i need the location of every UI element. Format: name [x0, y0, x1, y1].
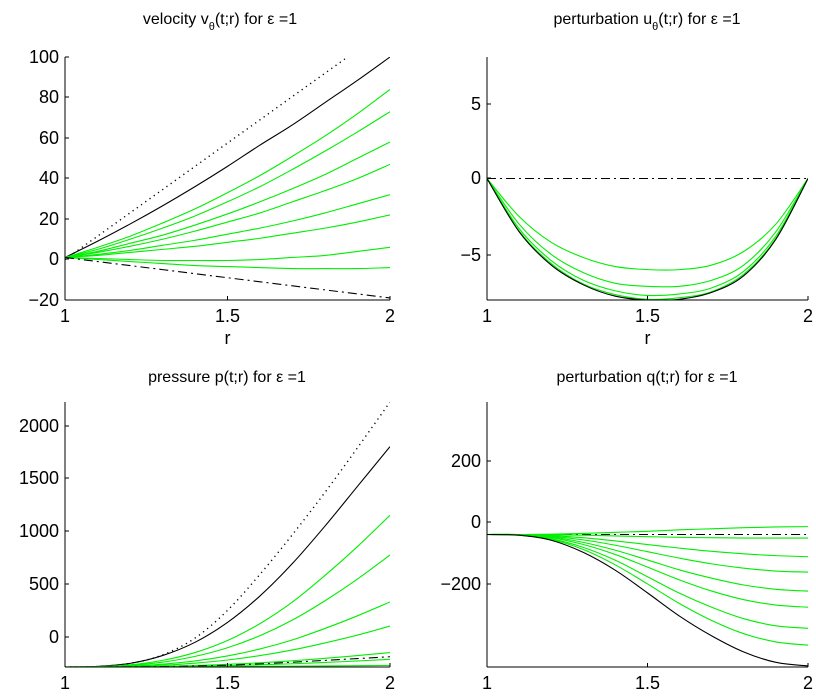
y-tick-label: 100	[29, 47, 59, 67]
y-tick-label: 1000	[19, 521, 59, 541]
subplot-title: perturbation uθ(t;r) for ε =1	[553, 11, 740, 33]
series-line-9	[487, 533, 808, 646]
subplot-title: velocity vθ(t;r) for ε =1	[143, 11, 297, 33]
subplot-3: 1 1.5 2 2000 1500 1000 500 0 r pressure p(t;r) fo…	[19, 369, 395, 697]
subplot-1: 1 1.5 2 100 80 60 40 20 0 −20 r velocity vθ(t;r) fo…	[28, 11, 395, 348]
series-line-1	[65, 57, 349, 261]
y-tick-label: 200	[451, 451, 481, 471]
series-line-3	[487, 178, 808, 288]
series-line-2	[487, 526, 808, 536]
subplot-2: 1 1.5 2 5 0 −5 r perturbation uθ(t;r) for ε =1	[460, 11, 813, 348]
series-line-11	[65, 256, 390, 299]
y-tick-label: 1500	[19, 468, 59, 488]
y-tick-label: −200	[440, 574, 481, 594]
series-line-5	[487, 533, 808, 573]
series-line-3	[65, 88, 390, 259]
y-tick-label: 40	[39, 168, 59, 188]
series-line-1	[65, 402, 390, 667]
x-axis-label: r	[645, 328, 651, 348]
series-line-7	[487, 533, 808, 608]
series-line-6	[487, 533, 808, 592]
title-subscript: θ	[652, 21, 658, 33]
series-line-6	[487, 178, 808, 300]
x-tick-label: 2	[385, 673, 395, 693]
y-tick-label: 60	[39, 128, 59, 148]
title-tail: (t;r) for ε =1	[215, 11, 297, 28]
series-line-10	[65, 256, 390, 270]
x-tick-label: 1	[482, 673, 492, 693]
series-line-6	[65, 163, 390, 259]
series-line-4	[487, 178, 808, 297]
plot-area	[487, 526, 808, 667]
x-tick-label: 1.5	[215, 673, 240, 693]
series-line-8	[65, 214, 390, 259]
x-tick-label: 1	[60, 673, 70, 693]
series-line-3	[65, 514, 390, 667]
x-tick-label: 1	[482, 306, 492, 326]
title-main: perturbation u	[553, 11, 652, 28]
plot-area	[487, 177, 808, 300]
series-line-2	[65, 57, 390, 258]
y-tick-label: −20	[28, 290, 59, 310]
y-tick-label: −5	[460, 245, 481, 265]
plot-area	[65, 57, 390, 299]
x-axis-label: r	[645, 695, 651, 697]
title-main: velocity v	[143, 11, 209, 28]
x-tick-label: 2	[385, 306, 395, 326]
title-subscript: θ	[209, 21, 215, 33]
series-line-2	[65, 446, 390, 667]
x-tick-label: 1.5	[215, 306, 240, 326]
series-line-9	[65, 656, 390, 667]
series-line-6	[65, 625, 390, 667]
y-tick-label: 2000	[19, 416, 59, 436]
x-tick-label: 2	[803, 673, 813, 693]
y-tick-label: 0	[471, 512, 481, 532]
subplot-4: 1 1.5 2 200 0 −200 r perturbation q(t;r) for ε …	[440, 369, 813, 697]
series-line-7	[65, 194, 390, 259]
x-axis-label: r	[225, 695, 231, 697]
y-tick-label: 20	[39, 209, 59, 229]
series-line-9	[65, 246, 390, 262]
series-line-5	[487, 178, 808, 300]
series-line-5	[65, 141, 390, 259]
y-tick-label: 0	[49, 627, 59, 647]
series-line-4	[65, 111, 390, 259]
series-line-8	[487, 533, 808, 629]
x-axis-label: r	[225, 328, 231, 348]
x-tick-label: 1.5	[635, 673, 660, 693]
series-line-10	[487, 533, 808, 667]
y-tick-label: 0	[49, 249, 59, 269]
title-main: pressure p(t;r) for ε =1	[148, 369, 306, 386]
title-main: perturbation q(t;r) for ε =1	[557, 369, 738, 386]
y-tick-label: 0	[471, 168, 481, 188]
title-tail: (t;r) for ε =1	[658, 11, 740, 28]
subplot-title: perturbation q(t;r) for ε =1	[557, 369, 738, 386]
subplot-title: pressure p(t;r) for ε =1	[148, 369, 306, 386]
x-tick-label: 2	[803, 306, 813, 326]
x-tick-label: 1.5	[635, 306, 660, 326]
plot-area	[65, 402, 390, 667]
y-tick-label: 80	[39, 87, 59, 107]
y-tick-label: 500	[29, 574, 59, 594]
series-line-2	[487, 178, 808, 271]
y-tick-label: 5	[471, 94, 481, 114]
x-tick-label: 1	[60, 306, 70, 326]
